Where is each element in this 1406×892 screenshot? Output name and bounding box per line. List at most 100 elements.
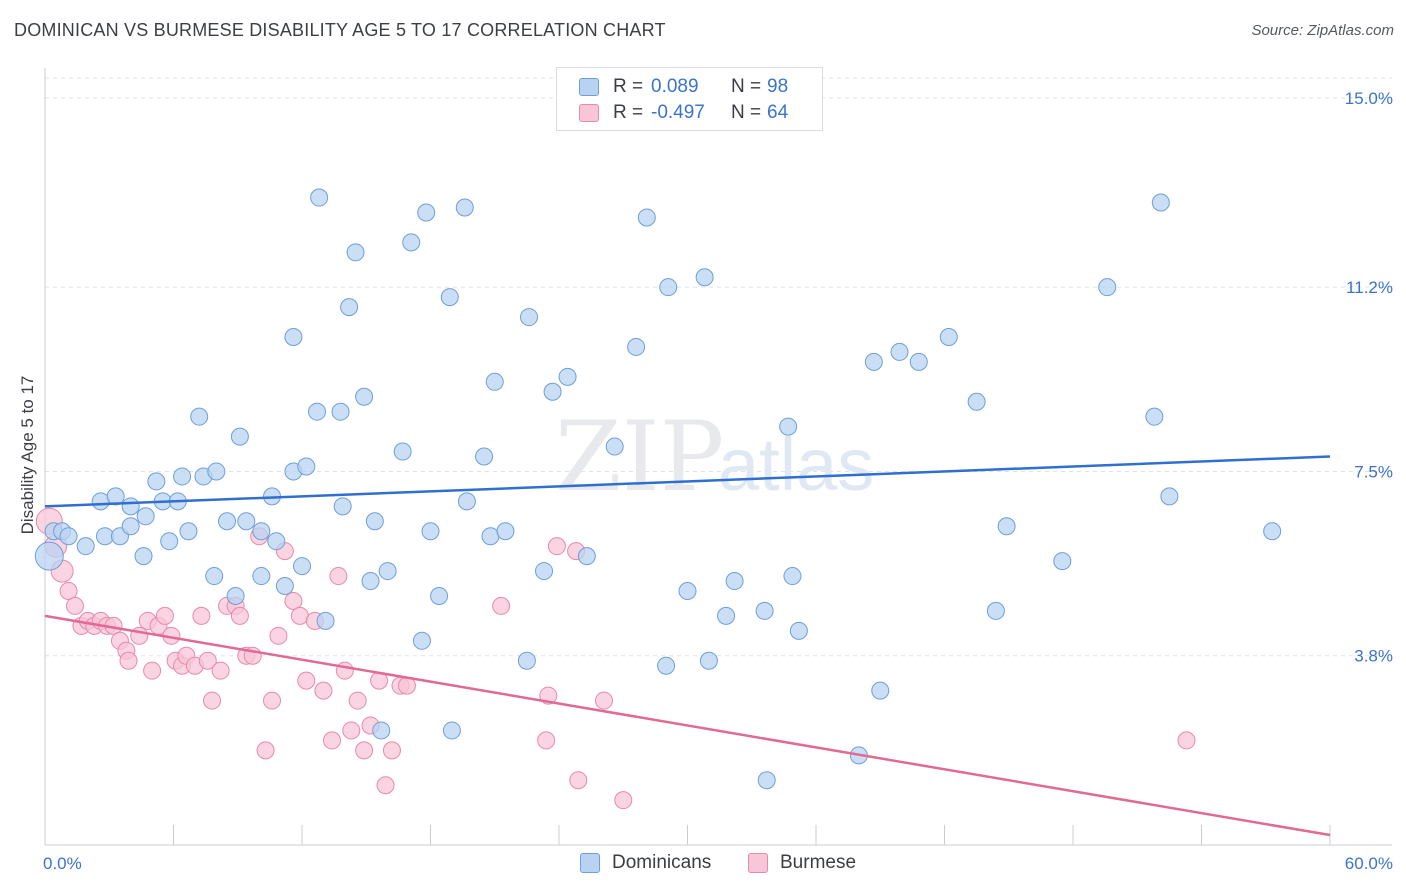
legend-n-value: 98 xyxy=(767,76,789,97)
burmese-point xyxy=(119,651,138,670)
burmese-point xyxy=(59,581,78,600)
source-label: Source: ZipAtlas.com xyxy=(1251,22,1394,39)
dominicans-point xyxy=(717,606,736,625)
y-tick-label: 7.5% xyxy=(1354,462,1393,481)
watermark-zip: ZIP xyxy=(555,401,724,513)
dominicans-point xyxy=(678,581,697,600)
legend-label-burmese: Burmese xyxy=(780,852,857,873)
dominicans-point xyxy=(134,547,153,566)
burmese-point xyxy=(203,691,222,710)
legend-r-label: R = xyxy=(613,76,644,97)
burmese-point xyxy=(269,626,288,645)
burmese-point xyxy=(192,606,211,625)
dominicans-point xyxy=(779,417,798,436)
dominicans-point xyxy=(293,557,311,576)
dominicans-point xyxy=(297,457,316,476)
dominicans-point xyxy=(226,586,245,605)
burmese-point xyxy=(297,671,316,690)
burmese-point xyxy=(1177,731,1196,750)
dominicans-point xyxy=(997,517,1016,536)
y-tick-label: 3.8% xyxy=(1354,647,1393,666)
legend-n-value: 64 xyxy=(767,102,789,123)
dominicans-point xyxy=(455,198,474,217)
legend-n-label: N = xyxy=(731,76,762,97)
legend-label-dominicans: Dominicans xyxy=(612,852,712,873)
dominicans-point xyxy=(757,771,776,790)
dominicans-point xyxy=(333,497,352,516)
burmese-trend-line xyxy=(44,614,1331,837)
y-tick-labels: 3.8% 7.5% 11.2% 15.0% xyxy=(1345,89,1393,666)
legend-r-value: -0.497 xyxy=(651,102,705,123)
legend-row-dominicans: R = 0.089 N = 98 xyxy=(579,75,788,99)
dominicans-point xyxy=(372,721,391,740)
dominicans-point xyxy=(789,621,808,640)
dominicans-point xyxy=(430,586,449,605)
dominicans-point xyxy=(1053,552,1072,571)
dominicans-point xyxy=(355,387,374,406)
burmese-point xyxy=(211,661,230,680)
legend-r-value: 0.089 xyxy=(651,76,699,97)
x-tick-label: 0.0% xyxy=(43,854,82,873)
burmese-point xyxy=(290,606,309,625)
dominicans-point xyxy=(310,188,329,207)
dominicans-point xyxy=(378,562,397,581)
dominicans-point xyxy=(517,651,536,670)
dominicans-point xyxy=(91,492,110,511)
burmese-point xyxy=(569,771,588,790)
legend-n-label: N = xyxy=(731,102,762,123)
stats-legend: R = 0.089 N = 98 R = -0.497 N = 64 xyxy=(556,67,823,131)
watermark: ZIP atlas xyxy=(555,401,874,513)
x-tick-labels: 0.0% 60.0% xyxy=(43,854,1393,873)
burmese-point xyxy=(230,606,249,625)
burmese-point xyxy=(263,691,282,710)
dominicans-point xyxy=(627,337,646,356)
dominicans-point xyxy=(267,532,286,551)
dominicans-point xyxy=(190,407,209,426)
dominicans-point xyxy=(106,487,125,506)
dominicans-point xyxy=(340,298,359,317)
dominicans-point xyxy=(218,512,237,531)
dominicans-point xyxy=(967,392,986,411)
dominicans-point xyxy=(520,308,539,327)
dominicans-point xyxy=(275,577,294,596)
y-tick-label: 11.2% xyxy=(1346,278,1393,297)
series-legend: Dominicans Burmese xyxy=(0,852,1406,878)
burmese-point xyxy=(335,661,354,680)
dominicans-point xyxy=(1151,193,1170,212)
dominicans-point xyxy=(402,233,421,252)
trend-lines xyxy=(44,455,1331,837)
dominicans-point xyxy=(695,268,714,287)
burmese-point xyxy=(155,606,174,625)
dominicans-point xyxy=(475,447,494,466)
burmese-point xyxy=(284,591,303,610)
dominicans-point xyxy=(457,492,476,511)
dominicans-point xyxy=(890,342,909,361)
dominicans-swatch xyxy=(580,853,600,873)
dominicans-point xyxy=(1263,522,1282,541)
dominicans-point xyxy=(34,541,64,571)
burmese-points xyxy=(35,507,1196,810)
dominicans-point xyxy=(577,547,596,566)
dominicans-point xyxy=(909,352,928,371)
dominicans-point xyxy=(485,372,504,391)
dominicans-point xyxy=(76,537,95,556)
dominicans-point xyxy=(1098,278,1117,297)
dominicans-point xyxy=(316,611,335,630)
dominicans-point xyxy=(173,467,192,486)
dominicans-point xyxy=(346,243,365,262)
legend-item-dominicans: Dominicans xyxy=(580,852,711,874)
dominicans-point xyxy=(393,442,412,461)
dominicans-point xyxy=(986,601,1005,620)
dominicans-point xyxy=(755,601,774,620)
dominicans-points xyxy=(34,188,1282,790)
axes xyxy=(44,68,1392,846)
dominicans-point xyxy=(535,562,554,581)
dominicans-point xyxy=(657,656,676,675)
burmese-point xyxy=(614,791,633,810)
dominicans-point xyxy=(230,427,249,446)
burmese-point xyxy=(256,741,275,760)
dominicans-point xyxy=(725,572,744,591)
dominicans-point xyxy=(307,402,326,421)
dominicans-point xyxy=(95,527,114,546)
